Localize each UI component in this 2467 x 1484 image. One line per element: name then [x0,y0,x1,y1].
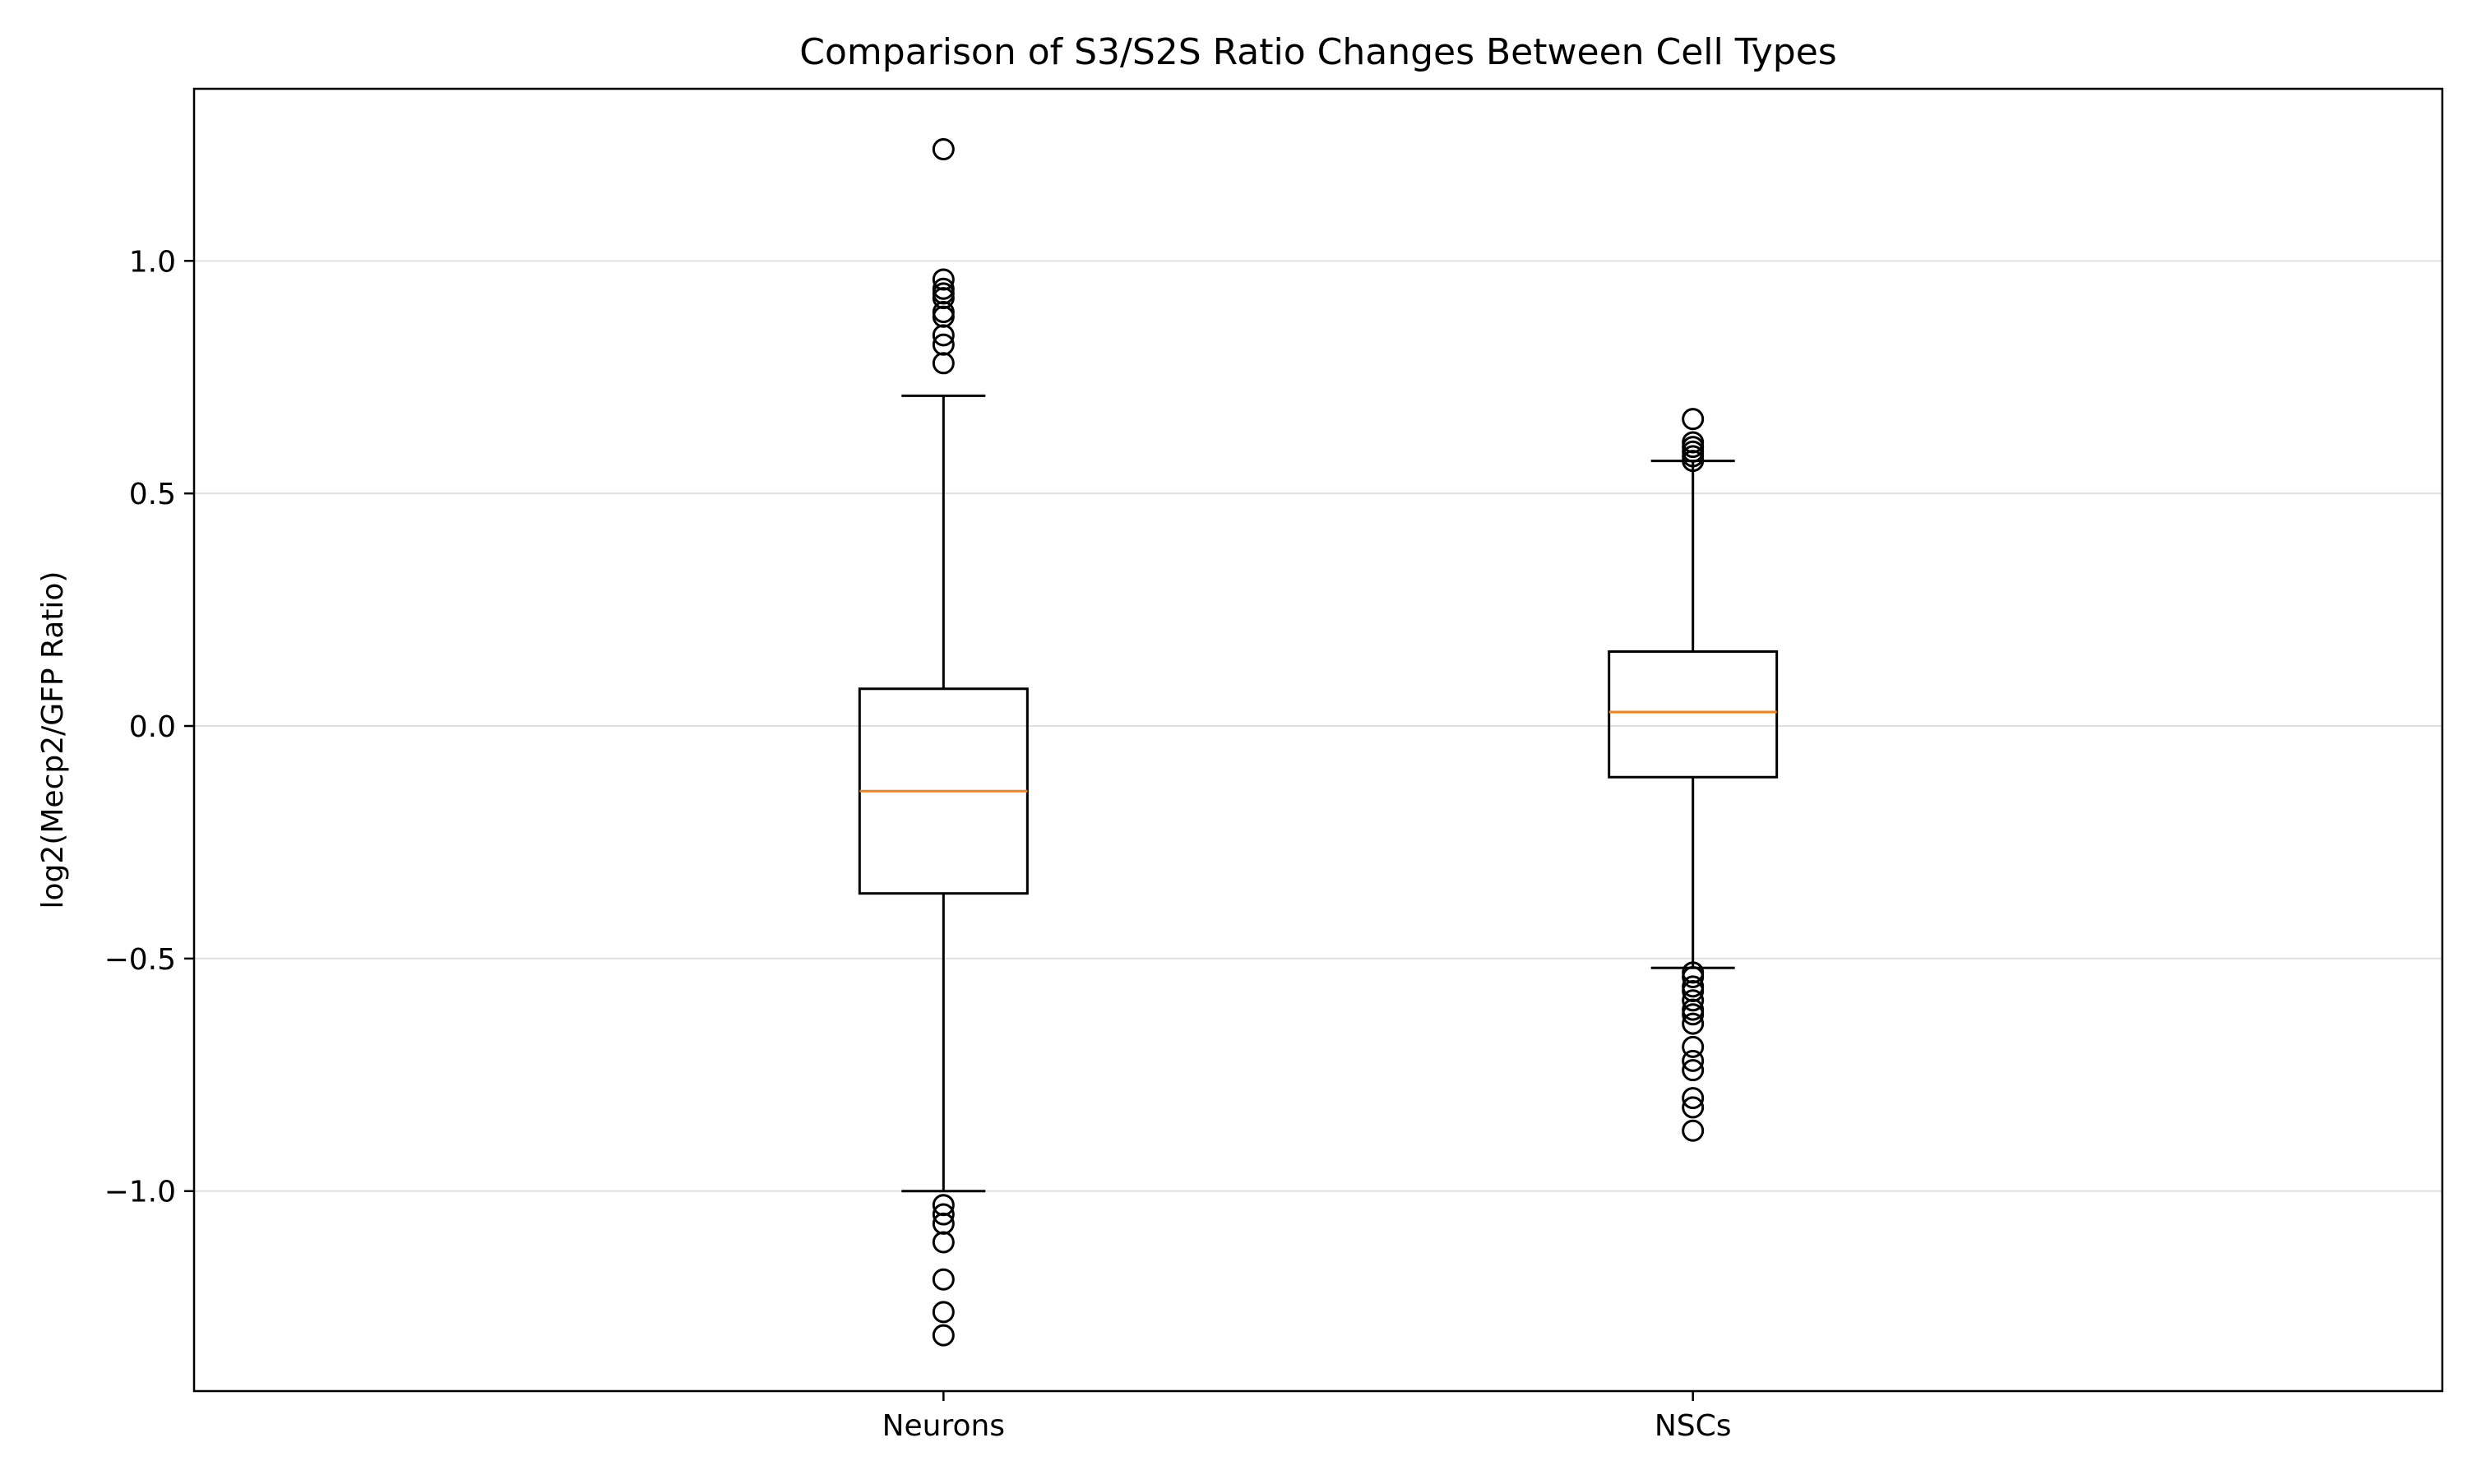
y-tick-label: 0.0 [129,710,176,744]
outlier-point [932,138,955,161]
outlier-point [1682,1119,1705,1142]
outlier-point [1682,1059,1705,1082]
grid-lines [194,260,2442,1192]
chart-title: Comparison of S3/S2S Ratio Changes Betwe… [799,31,1836,73]
box-neurons [858,138,1029,1347]
outlier-point [1682,1012,1705,1035]
outlier-point [932,1231,955,1254]
outlier-point [1682,1003,1705,1026]
outlier-point [1682,1035,1705,1058]
outlier-point [1682,408,1705,431]
outlier-point [932,324,955,347]
outlier-point [1682,450,1705,473]
outlier-point [1682,966,1705,989]
outlier-point [932,1324,955,1347]
box-series [858,138,1779,1347]
y-tick-label: 1.0 [129,245,176,279]
plot-frame [192,87,2444,1393]
outlier-point [1682,1087,1705,1110]
x-tick-label: Neurons [882,1409,1006,1443]
iqr-box [1608,650,1779,779]
outlier-point [932,1301,955,1324]
x-axis-ticks: Neurons NSCs [882,1391,1732,1443]
x-tick-label: NSCs [1655,1409,1732,1443]
outlier-point [932,352,955,375]
y-tick-label: 0.5 [129,478,176,511]
outlier-point [932,1268,955,1291]
box-nscs [1608,408,1779,1142]
y-axis-ticks: −1.0 −0.5 0.0 0.5 1.0 [104,245,194,1209]
y-tick-label: −1.0 [104,1176,176,1209]
outlier-point [932,1203,955,1226]
outlier-point [1682,989,1705,1012]
y-tick-label: −0.5 [104,943,176,977]
y-axis-label: log2(Mecp2/GFP Ratio) [36,571,70,909]
outlier-point [1682,1049,1705,1072]
outlier-point [1682,1096,1705,1119]
